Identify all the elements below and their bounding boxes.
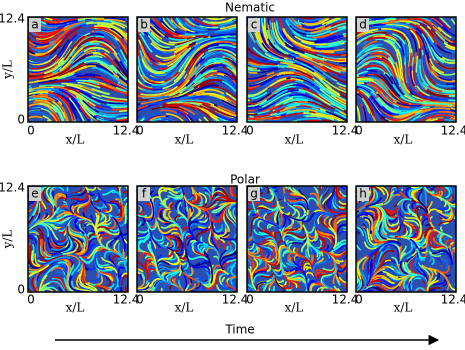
panel-label: g: [250, 187, 258, 201]
filament: [367, 169, 379, 187]
x-axis-label: x/L: [285, 301, 304, 315]
filament: [456, 20, 465, 35]
filament: [257, 292, 279, 305]
y-axis-label: y/L: [1, 60, 15, 80]
x-axis-label: x/L: [394, 133, 413, 147]
filament: [53, 122, 65, 143]
filament: [71, 79, 89, 80]
arrow-label: Time: [224, 323, 254, 337]
x-axis-label: x/L: [175, 133, 194, 147]
x-axis-label: x/L: [66, 301, 85, 315]
filament: [15, 93, 28, 101]
x-tick-label: 0: [355, 293, 363, 307]
filament: [306, 166, 319, 187]
row-title: Nematic: [225, 1, 275, 15]
filament: [192, 169, 199, 186]
filament: [141, 94, 156, 95]
panel-label: c: [251, 18, 258, 32]
filament: [313, 292, 332, 303]
x-axis-label: x/L: [175, 301, 194, 315]
filament: [113, 109, 135, 110]
filament: [456, 183, 465, 197]
filament: [368, 168, 386, 186]
filament: [96, 290, 105, 315]
x-axis-label: x/L: [285, 133, 304, 147]
filament: [40, 85, 64, 86]
x-tick-label: 12.4: [222, 293, 249, 307]
y-tick-label: 0: [17, 113, 25, 127]
filament: [30, 246, 31, 264]
x-axis-label: x/L: [66, 133, 85, 147]
filament: [12, 238, 29, 240]
x-tick-label: 12.4: [222, 124, 249, 138]
row-title: Polar: [230, 173, 260, 187]
x-tick-label: 0: [246, 293, 254, 307]
filament: [375, 178, 385, 187]
y-tick-label: 0: [17, 283, 25, 297]
x-tick-label: 0: [27, 293, 35, 307]
filament: [456, 19, 465, 36]
x-tick-label: 12.4: [441, 124, 465, 138]
filament: [411, 171, 423, 187]
filament: [280, 0, 290, 18]
filament: [2, 86, 31, 97]
filament: [221, 36, 241, 37]
panel-label: h: [359, 187, 367, 201]
y-axis-label: y/L: [1, 230, 15, 250]
x-tick-label: 0: [246, 124, 254, 138]
filament: [48, 121, 64, 144]
panel-label: a: [31, 18, 38, 32]
x-tick-label: 0: [355, 124, 363, 138]
filament: [371, 169, 378, 188]
panel-label: e: [31, 187, 38, 201]
filament: [5, 88, 32, 102]
filament: [266, 171, 279, 188]
filament: [161, 171, 178, 186]
x-tick-label: 0: [136, 124, 144, 138]
y-tick-label: 12.4: [0, 181, 25, 195]
panel-label: d: [359, 18, 367, 32]
filament: [268, 175, 277, 187]
x-axis-label: x/L: [394, 301, 413, 315]
filament: [192, 0, 202, 18]
y-tick-label: 12.4: [0, 12, 25, 26]
x-tick-label: 12.4: [441, 293, 465, 307]
x-tick-label: 0: [27, 124, 35, 138]
filament: [33, 245, 34, 260]
filament: [60, 166, 69, 188]
filament: [276, 168, 279, 187]
panel-label: b: [140, 18, 148, 32]
filament: [128, 254, 137, 279]
x-tick-label: 0: [136, 293, 144, 307]
